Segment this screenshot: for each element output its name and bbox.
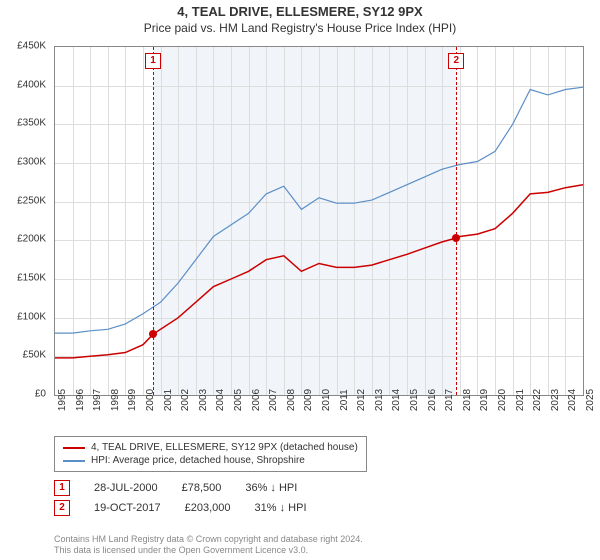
x-tick-label: 2010 bbox=[321, 389, 332, 411]
footer: Contains HM Land Registry data © Crown c… bbox=[54, 534, 363, 556]
sale-delta: 31% ↓ HPI bbox=[255, 502, 307, 514]
chart-container: 4, TEAL DRIVE, ELLESMERE, SY12 9PX Price… bbox=[0, 0, 600, 560]
legend-label: HPI: Average price, detached house, Shro… bbox=[91, 455, 305, 466]
x-tick-label: 2005 bbox=[233, 389, 244, 411]
sale-marker-box: 1 bbox=[54, 480, 70, 496]
x-tick-label: 1999 bbox=[127, 389, 138, 411]
x-tick-label: 2013 bbox=[374, 389, 385, 411]
sale-row-2: 2 19-OCT-2017 £203,000 31% ↓ HPI bbox=[54, 498, 307, 518]
x-tick-label: 2025 bbox=[585, 389, 596, 411]
x-tick-label: 1996 bbox=[75, 389, 86, 411]
y-axis: £0£50K£100K£150K£200K£250K£300K£350K£400… bbox=[0, 46, 50, 396]
legend-swatch bbox=[63, 460, 85, 462]
y-tick-label: £350K bbox=[17, 118, 46, 129]
y-tick-label: £0 bbox=[35, 389, 46, 400]
x-tick-label: 2022 bbox=[532, 389, 543, 411]
x-axis: 1995199619971998199920002001200220032004… bbox=[54, 398, 584, 438]
y-tick-label: £100K bbox=[17, 311, 46, 322]
legend-item-property: 4, TEAL DRIVE, ELLESMERE, SY12 9PX (deta… bbox=[63, 441, 358, 454]
legend: 4, TEAL DRIVE, ELLESMERE, SY12 9PX (deta… bbox=[54, 436, 367, 472]
y-tick-label: £50K bbox=[23, 350, 46, 361]
series-hpi bbox=[55, 87, 583, 333]
title-subtitle: Price paid vs. HM Land Registry's House … bbox=[0, 21, 600, 35]
x-tick-label: 2003 bbox=[198, 389, 209, 411]
x-tick-label: 2008 bbox=[286, 389, 297, 411]
x-tick-label: 2007 bbox=[268, 389, 279, 411]
sale-delta: 36% ↓ HPI bbox=[245, 482, 297, 494]
sale-price: £203,000 bbox=[185, 502, 231, 514]
title-block: 4, TEAL DRIVE, ELLESMERE, SY12 9PX Price… bbox=[0, 0, 600, 35]
footer-line1: Contains HM Land Registry data © Crown c… bbox=[54, 534, 363, 545]
x-tick-label: 1998 bbox=[110, 389, 121, 411]
footer-line2: This data is licensed under the Open Gov… bbox=[54, 545, 363, 556]
sale-dot-2 bbox=[452, 234, 460, 242]
y-tick-label: £300K bbox=[17, 157, 46, 168]
x-tick-label: 2018 bbox=[462, 389, 473, 411]
sale-marker-2: 2 bbox=[448, 53, 464, 69]
x-tick-label: 2023 bbox=[550, 389, 561, 411]
plot-area: 12 bbox=[54, 46, 584, 396]
x-tick-label: 2000 bbox=[145, 389, 156, 411]
x-tick-label: 1995 bbox=[57, 389, 68, 411]
x-tick-label: 2016 bbox=[427, 389, 438, 411]
y-tick-label: £200K bbox=[17, 234, 46, 245]
x-tick-label: 2002 bbox=[180, 389, 191, 411]
sales-table: 1 28-JUL-2000 £78,500 36% ↓ HPI 2 19-OCT… bbox=[54, 478, 307, 518]
legend-item-hpi: HPI: Average price, detached house, Shro… bbox=[63, 454, 358, 467]
y-tick-label: £250K bbox=[17, 195, 46, 206]
sale-row-1: 1 28-JUL-2000 £78,500 36% ↓ HPI bbox=[54, 478, 307, 498]
x-tick-label: 2001 bbox=[163, 389, 174, 411]
x-tick-label: 2017 bbox=[444, 389, 455, 411]
sale-marker-1: 1 bbox=[145, 53, 161, 69]
x-tick-label: 2015 bbox=[409, 389, 420, 411]
line-series bbox=[55, 47, 583, 395]
x-tick-label: 2014 bbox=[391, 389, 402, 411]
sale-marker-box: 2 bbox=[54, 500, 70, 516]
legend-swatch bbox=[63, 447, 85, 449]
sale-dot-1 bbox=[149, 330, 157, 338]
title-address: 4, TEAL DRIVE, ELLESMERE, SY12 9PX bbox=[0, 4, 600, 19]
sale-price: £78,500 bbox=[182, 482, 222, 494]
y-tick-label: £450K bbox=[17, 41, 46, 52]
y-tick-label: £150K bbox=[17, 273, 46, 284]
x-tick-label: 2011 bbox=[339, 389, 350, 411]
x-tick-label: 2009 bbox=[303, 389, 314, 411]
legend-label: 4, TEAL DRIVE, ELLESMERE, SY12 9PX (deta… bbox=[91, 442, 358, 453]
x-tick-label: 2006 bbox=[251, 389, 262, 411]
x-tick-label: 2021 bbox=[515, 389, 526, 411]
series-property bbox=[55, 185, 583, 358]
x-tick-label: 2024 bbox=[567, 389, 578, 411]
x-tick-label: 2004 bbox=[215, 389, 226, 411]
x-tick-label: 1997 bbox=[92, 389, 103, 411]
sale-date: 28-JUL-2000 bbox=[94, 482, 158, 494]
x-tick-label: 2012 bbox=[356, 389, 367, 411]
x-tick-label: 2020 bbox=[497, 389, 508, 411]
sale-date: 19-OCT-2017 bbox=[94, 502, 161, 514]
x-tick-label: 2019 bbox=[479, 389, 490, 411]
y-tick-label: £400K bbox=[17, 79, 46, 90]
